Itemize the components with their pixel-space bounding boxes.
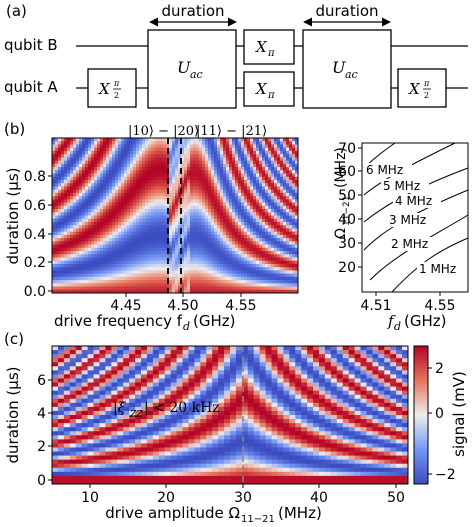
inset-xlabel: f [387, 312, 396, 330]
svg-text:X: X [255, 80, 268, 98]
gate-xpi-b: X π [243, 29, 295, 65]
svg-text:4.45: 4.45 [110, 298, 141, 314]
qubit-b-label: qubit B [4, 36, 58, 54]
panel-b-xlabel-unit: (GHz) [193, 312, 235, 330]
transition-label-1121: |11⟩ − |21⟩ [196, 124, 267, 139]
svg-text:0.0: 0.0 [24, 284, 46, 300]
panel-b-xlabel: drive frequency f [54, 312, 183, 330]
svg-text:3 MHz: 3 MHz [389, 213, 426, 227]
heatmap-b-frame [51, 137, 299, 294]
panel-a: (a) qubit B qubit A duration duration X … [4, 2, 468, 109]
panel-c-xlabel-unit: (MHz) [278, 504, 322, 522]
svg-text:2: 2 [424, 91, 429, 100]
svg-text:4.51: 4.51 [360, 298, 391, 314]
svg-text:1 MHz: 1 MHz [419, 262, 456, 276]
inset-xlabel-unit: (GHz) [404, 312, 446, 330]
svg-text:0.2: 0.2 [24, 255, 46, 271]
duration-label-2: duration [315, 2, 378, 20]
svg-text:6 MHz: 6 MHz [366, 163, 403, 177]
panel-b-label: (b) [4, 120, 25, 138]
zz-annotation-sub: ZZ [129, 410, 143, 420]
panel-c-ylabel: duration (μs) [4, 367, 22, 464]
svg-text:2: 2 [114, 91, 119, 100]
svg-text:X: X [98, 80, 111, 98]
svg-text:π: π [423, 79, 430, 88]
svg-text:U: U [177, 58, 191, 77]
svg-text:40: 40 [338, 212, 356, 228]
svg-text:X: X [255, 38, 268, 56]
svg-text:5 MHz: 5 MHz [383, 179, 420, 193]
panel-c-xlabel-sub: 11−21 [241, 514, 275, 525]
gate-uac-2: U ac [302, 29, 392, 109]
svg-text:30: 30 [338, 236, 356, 252]
zz-annotation: |ξ [113, 400, 127, 416]
heatmap-c-frame [51, 345, 409, 485]
panel-b-xlabel-sub: d [183, 320, 190, 333]
inset-ylabel-unit: (MHz) [333, 147, 349, 188]
panel-c-xlabel: drive amplitude Ω [105, 504, 240, 522]
inset-xlabel-sub: d [394, 320, 401, 333]
svg-text:0.6: 0.6 [24, 198, 46, 214]
panel-b-ylabel: duration (μs) [4, 168, 22, 265]
svg-text:π: π [113, 79, 120, 88]
svg-text:ac: ac [190, 68, 203, 81]
panel-c-label: (c) [4, 330, 24, 348]
svg-text:2 MHz: 2 MHz [391, 237, 428, 251]
gate-x-half-right: X π 2 [397, 68, 447, 108]
svg-text:X: X [408, 80, 421, 98]
gate-x-half-left: X π 2 [87, 68, 137, 108]
qubit-a-label: qubit A [4, 78, 58, 96]
colorbar [413, 345, 429, 485]
inset-ylabel: Ω [333, 228, 349, 239]
svg-text:50: 50 [338, 188, 356, 204]
svg-text:0.4: 0.4 [24, 227, 46, 243]
inset-ylabel-sub: 11−21 [342, 196, 352, 226]
svg-text:0.8: 0.8 [24, 169, 46, 185]
heatmap-c [52, 346, 408, 484]
duration-label-1: duration [161, 2, 224, 20]
svg-text:70: 70 [338, 141, 356, 157]
svg-text:60: 60 [338, 164, 356, 180]
svg-text:ac: ac [345, 68, 358, 81]
transition-label-1020: |10⟩ − |20⟩ [128, 124, 199, 139]
gate-xpi-a: X π [243, 71, 295, 107]
svg-text:π: π [267, 48, 275, 59]
svg-text:4.55: 4.55 [424, 298, 455, 314]
svg-text:U: U [332, 58, 346, 77]
svg-text:4.50: 4.50 [167, 298, 198, 314]
colorbar-label: signal (mV) [450, 371, 468, 457]
heatmap-b-ticks: 4.45 4.50 4.55 0.0 0.2 0.4 0.6 0.8 [24, 169, 257, 314]
gate-uac-1: U ac [147, 29, 237, 109]
svg-text:π: π [267, 90, 275, 101]
svg-text:4 MHz: 4 MHz [395, 194, 432, 208]
heatmap-b [52, 138, 298, 293]
svg-text:4.55: 4.55 [225, 298, 256, 314]
panel-a-label: (a) [6, 2, 27, 20]
panel-b: (b) |10⟩ − |20⟩ |11⟩ − |21⟩ 4.45 4.50 4.55… [4, 120, 469, 333]
zz-annotation-rest: | < 20 kHz [144, 400, 220, 416]
svg-text:20: 20 [338, 260, 356, 276]
